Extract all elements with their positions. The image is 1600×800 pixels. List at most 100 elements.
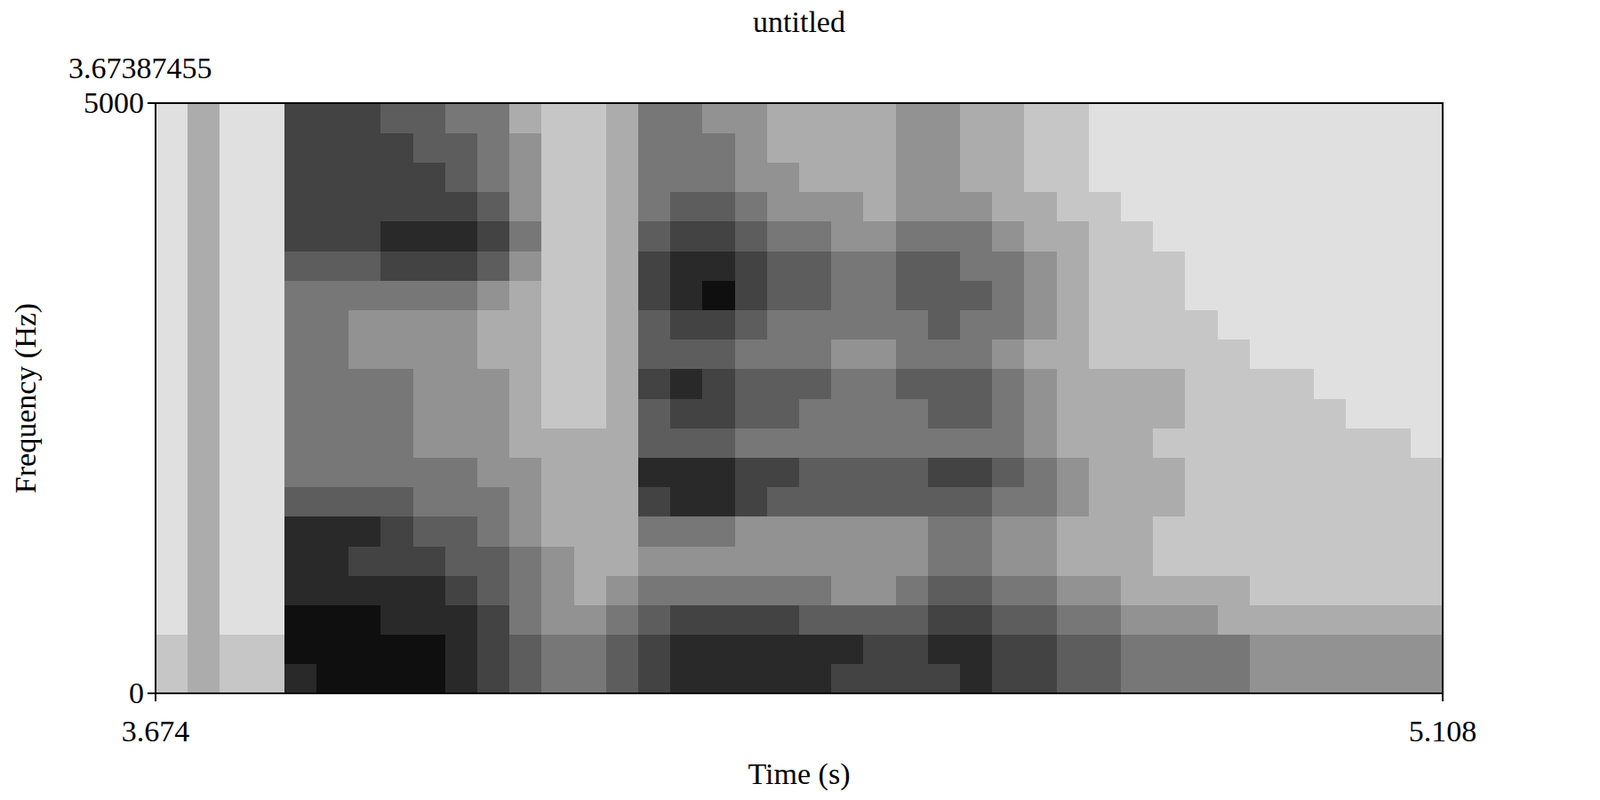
cell (767, 161, 800, 192)
cell (509, 103, 543, 134)
cells (155, 103, 1443, 694)
cell (541, 545, 575, 576)
cell (509, 545, 543, 576)
cell (831, 309, 864, 340)
cell (1152, 398, 1186, 429)
cell (1281, 368, 1315, 400)
cell (863, 575, 896, 606)
cell (1024, 634, 1057, 665)
cell (477, 456, 511, 488)
cell (316, 664, 350, 694)
cell (1281, 516, 1315, 547)
cell (219, 339, 253, 370)
cell (413, 664, 447, 694)
cell (1024, 221, 1057, 252)
cell (477, 192, 511, 223)
cell (219, 516, 253, 547)
cell (799, 545, 832, 576)
cell (541, 604, 575, 635)
cell (670, 427, 704, 458)
cell (1410, 664, 1443, 694)
cell (606, 427, 640, 458)
cell (187, 250, 221, 281)
cell (735, 575, 768, 606)
cell (960, 103, 993, 134)
cell (1378, 664, 1412, 694)
cell (574, 664, 608, 694)
cell (1345, 604, 1379, 635)
cell (155, 309, 189, 340)
cell (1217, 427, 1251, 458)
cell (896, 339, 929, 370)
cell (316, 280, 350, 311)
cell (348, 575, 382, 606)
cell (252, 634, 286, 665)
cell (1184, 309, 1218, 340)
y-axis-label: Frequency (Hz) (8, 303, 43, 494)
cell (477, 634, 511, 665)
cell (477, 250, 511, 281)
cell (1249, 516, 1283, 547)
cell (413, 604, 447, 635)
cell (219, 604, 253, 635)
cell (316, 250, 350, 281)
cell (348, 427, 382, 458)
cell (348, 545, 382, 576)
cell (1410, 634, 1443, 665)
cell (155, 161, 189, 192)
cell (670, 516, 704, 547)
cell (1184, 545, 1218, 576)
cell (1249, 103, 1283, 134)
cell (1088, 280, 1122, 311)
cell (1152, 575, 1186, 606)
cell (1056, 339, 1090, 370)
cell (896, 664, 929, 694)
cell (960, 192, 993, 223)
cell (1217, 545, 1251, 576)
cell (252, 309, 286, 340)
cell (509, 161, 543, 192)
cell (1410, 516, 1443, 547)
cell (187, 309, 221, 340)
cell (1410, 604, 1443, 635)
cell (1056, 487, 1090, 518)
cell (413, 161, 447, 192)
cell (831, 575, 864, 606)
cell (541, 339, 575, 370)
cell (1281, 161, 1315, 192)
cell (509, 368, 543, 400)
cell (831, 456, 864, 488)
cell (1345, 339, 1379, 370)
cell (799, 634, 832, 665)
cell (992, 280, 1025, 311)
cell (606, 604, 640, 635)
cell (413, 575, 447, 606)
plot-frame (155, 103, 1443, 694)
cell (1088, 368, 1122, 400)
cell (702, 250, 736, 281)
cell (606, 456, 640, 488)
cell (187, 398, 221, 429)
cell (477, 161, 511, 192)
cell (767, 398, 800, 429)
cell (799, 368, 832, 400)
cell (1024, 516, 1057, 547)
cell (1152, 221, 1186, 252)
cell (863, 103, 896, 134)
cell (1152, 339, 1186, 370)
cell (702, 575, 736, 606)
cell (1313, 664, 1347, 694)
cell (735, 398, 768, 429)
cell (1378, 309, 1412, 340)
cell (1056, 280, 1090, 311)
cell (316, 132, 350, 163)
cell (670, 664, 704, 694)
cell (1345, 368, 1379, 400)
cell (1249, 664, 1283, 694)
cell (155, 192, 189, 223)
cell (445, 309, 479, 340)
cell (1217, 575, 1251, 606)
cell (735, 368, 768, 400)
cell (863, 192, 896, 223)
cell (1120, 516, 1154, 547)
